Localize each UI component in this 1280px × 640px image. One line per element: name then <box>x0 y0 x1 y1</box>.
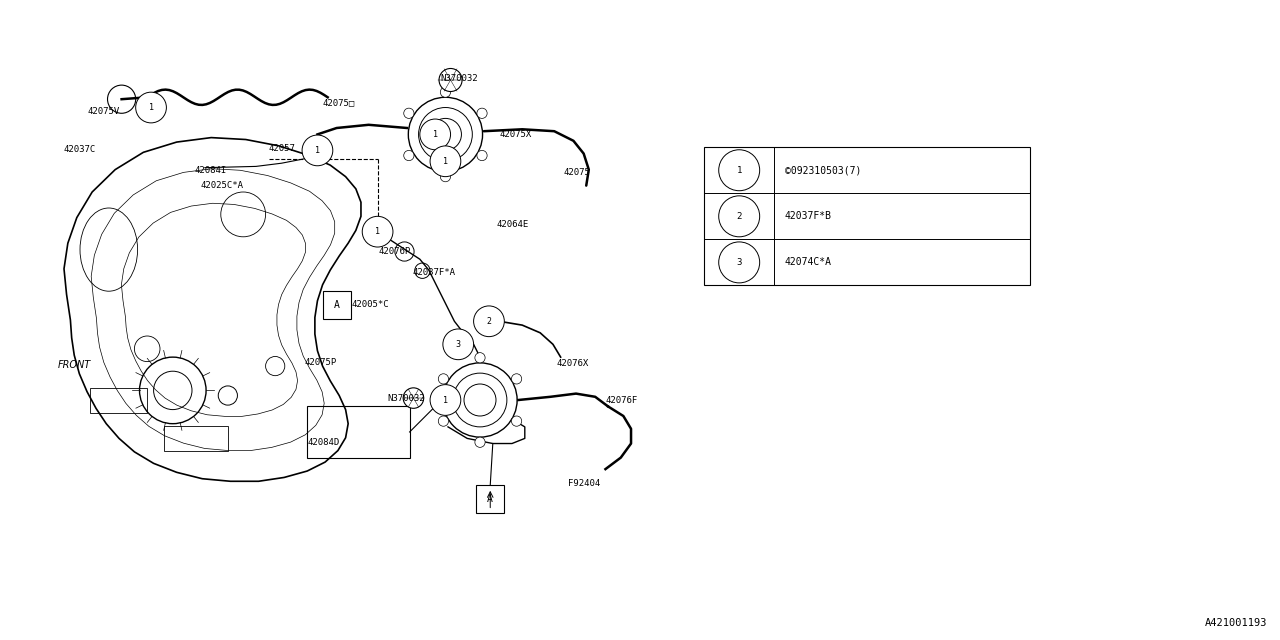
Text: 1: 1 <box>315 146 320 155</box>
Text: 42057: 42057 <box>269 144 296 153</box>
Text: 42075P: 42075P <box>305 358 337 367</box>
Bar <box>704 147 1030 285</box>
Text: 3: 3 <box>736 258 742 267</box>
Ellipse shape <box>420 119 451 150</box>
Text: 42084I: 42084I <box>195 166 227 175</box>
Text: A421001193: A421001193 <box>1204 618 1267 628</box>
Ellipse shape <box>512 416 522 426</box>
Text: 2: 2 <box>736 212 742 221</box>
Ellipse shape <box>477 108 488 118</box>
Ellipse shape <box>475 437 485 447</box>
Text: N370032: N370032 <box>388 394 425 403</box>
Text: 42074C*A: 42074C*A <box>785 257 832 268</box>
Text: N370032: N370032 <box>440 74 477 83</box>
Text: 1: 1 <box>443 396 448 404</box>
Bar <box>164 426 228 451</box>
Ellipse shape <box>719 150 760 191</box>
Ellipse shape <box>403 108 413 118</box>
Text: 42075: 42075 <box>563 168 590 177</box>
Text: 42075V: 42075V <box>87 107 119 116</box>
Text: 1: 1 <box>433 130 438 139</box>
Bar <box>90 388 147 413</box>
Text: 42076P: 42076P <box>379 247 411 256</box>
Text: 42064E: 42064E <box>497 220 529 228</box>
Ellipse shape <box>403 388 424 408</box>
Ellipse shape <box>719 242 760 283</box>
Ellipse shape <box>475 353 485 363</box>
Text: 1: 1 <box>736 166 742 175</box>
Ellipse shape <box>512 374 522 384</box>
Text: 42076X: 42076X <box>557 359 589 368</box>
Text: 42075X: 42075X <box>499 130 531 139</box>
Text: 42076F: 42076F <box>605 396 637 405</box>
Text: 42005*C: 42005*C <box>352 300 389 309</box>
Ellipse shape <box>440 87 451 97</box>
Text: 42037F*A: 42037F*A <box>412 268 456 276</box>
Text: A: A <box>488 494 493 504</box>
Ellipse shape <box>438 416 448 426</box>
Ellipse shape <box>477 150 488 161</box>
Text: 2: 2 <box>486 317 492 326</box>
Ellipse shape <box>438 374 448 384</box>
Text: 42025C*A: 42025C*A <box>201 181 244 190</box>
Ellipse shape <box>719 196 760 237</box>
Ellipse shape <box>302 135 333 166</box>
Text: 1: 1 <box>375 227 380 236</box>
Ellipse shape <box>136 92 166 123</box>
Text: 42037F*B: 42037F*B <box>785 211 832 221</box>
Text: ©092310503(7): ©092310503(7) <box>785 165 861 175</box>
Text: 1: 1 <box>148 103 154 112</box>
Bar <box>323 291 351 319</box>
Ellipse shape <box>362 216 393 247</box>
Text: 3: 3 <box>456 340 461 349</box>
Text: F92404: F92404 <box>568 479 600 488</box>
Text: 1: 1 <box>443 157 448 166</box>
Ellipse shape <box>474 306 504 337</box>
Ellipse shape <box>403 150 413 161</box>
Ellipse shape <box>439 68 462 92</box>
Ellipse shape <box>430 385 461 415</box>
Text: A: A <box>334 300 339 310</box>
Ellipse shape <box>443 329 474 360</box>
Text: 42037C: 42037C <box>64 145 96 154</box>
Text: FRONT: FRONT <box>58 360 91 370</box>
Bar <box>476 485 504 513</box>
Ellipse shape <box>430 146 461 177</box>
Bar <box>307 406 410 458</box>
Text: 42075□: 42075□ <box>323 98 355 107</box>
Text: 42084D: 42084D <box>307 438 339 447</box>
Ellipse shape <box>440 172 451 182</box>
